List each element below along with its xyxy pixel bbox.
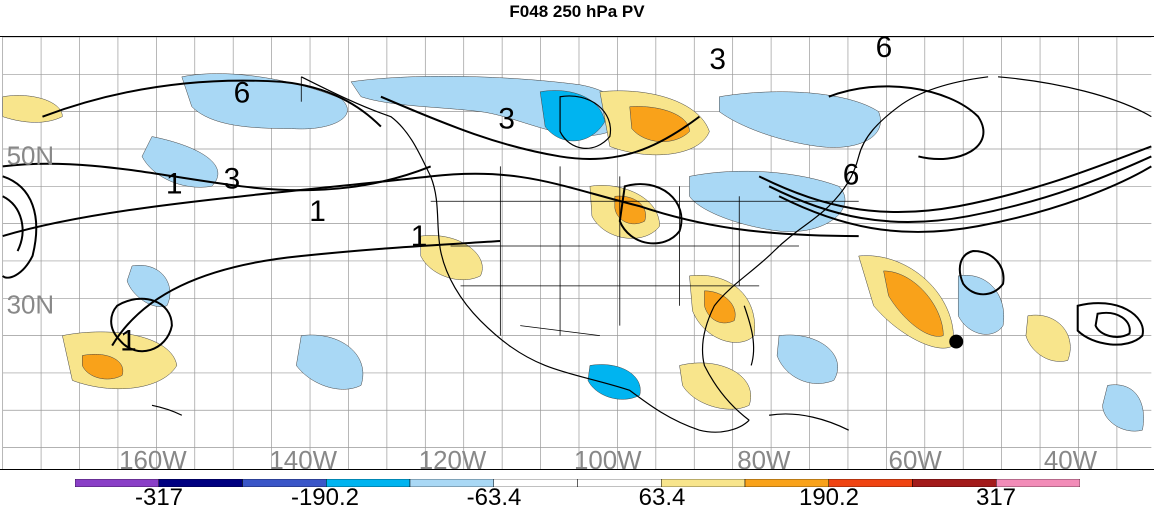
- contour-jet-east: [758, 145, 1152, 214]
- contour-label: 3: [224, 162, 241, 195]
- greenland-outline: [998, 76, 1152, 118]
- contour-east-atlantic: [1076, 302, 1144, 346]
- contour-1-south: [111, 240, 501, 347]
- contour-east-atlantic-inner: [1094, 311, 1131, 338]
- blue-region-atlantic: [957, 275, 1005, 335]
- blue-region-alaska: [181, 73, 348, 130]
- contour-label: 1: [166, 167, 183, 200]
- axis-labels: 50N 30N 160W 140W 120W 100W 80W 60W 40W: [7, 142, 1098, 470]
- contour-3-canada: [380, 95, 701, 160]
- contour-atlantic-circle: [958, 250, 1005, 296]
- contour-label: 1: [411, 220, 428, 253]
- florida-outline: [743, 305, 755, 366]
- contour-6-trough: [42, 79, 382, 128]
- colorbar-label: -317: [134, 484, 184, 511]
- contour-3-west: [2, 162, 432, 192]
- lon-label: 100W: [574, 447, 642, 470]
- contour-jet-east-2: [768, 155, 1152, 224]
- colorbar: [75, 479, 1080, 487]
- contour-greenland: [828, 85, 985, 161]
- colorbar-label: 317: [975, 484, 1017, 511]
- contour-plains-low: [618, 183, 683, 245]
- colorbar-label: -190.2: [290, 484, 360, 511]
- lon-label: 80W: [737, 447, 791, 470]
- contour-jet-east-3: [778, 165, 1152, 233]
- storm-center-marker: [949, 334, 964, 349]
- lon-label: 40W: [1044, 447, 1098, 470]
- colorbar-label: -63.4: [466, 484, 522, 511]
- contour-1-loop: [110, 297, 173, 353]
- pv-contours: [1, 79, 1152, 353]
- blue-region-canada-east: [719, 91, 881, 148]
- lon-label: 60W: [889, 447, 943, 470]
- blue-region-hudson: [539, 90, 606, 142]
- orange-region-bc: [82, 354, 124, 380]
- orange-region-southeast: [704, 290, 736, 324]
- blue-region-mexico: [587, 364, 641, 400]
- lon-label: 120W: [419, 447, 487, 470]
- contour-label: 6: [234, 77, 251, 110]
- contour-label: 1: [120, 325, 137, 358]
- contour-west-lows: [1, 175, 38, 279]
- contour-label: 1: [309, 195, 326, 228]
- pv-map: 6 3 1 1 1 3 3 6 6 1 50N 30N 160W 140W 12…: [0, 36, 1154, 470]
- negative-anomaly-shading: [126, 73, 1144, 432]
- colorbar-label: 63.4: [638, 484, 686, 511]
- orange-region-atlantic: [883, 270, 944, 337]
- contour-label: 3: [498, 103, 515, 136]
- hudson-bay-outline: [559, 95, 612, 149]
- lon-label: 140W: [269, 447, 337, 470]
- colorbar-label: 190.2: [798, 484, 860, 511]
- blue-region-pacific-south: [126, 265, 171, 307]
- yellow-region-north-pacific: [2, 95, 63, 123]
- contour-label: 3: [709, 43, 726, 76]
- cuba-outline: [769, 413, 850, 431]
- yellow-region-caribbean: [679, 362, 751, 410]
- yellow-region-southwest: [420, 235, 483, 280]
- contour-label: 6: [876, 36, 893, 64]
- lon-label: 160W: [119, 447, 187, 470]
- contour-west-lows-2: [2, 195, 24, 252]
- north-america-coastline: [301, 76, 989, 433]
- chart-title: F048 250 hPa PV: [509, 2, 645, 21]
- blue-region-atlantic-mid: [776, 334, 838, 384]
- lat-label-50n: 50N: [7, 142, 54, 170]
- political-boundaries: [300, 76, 859, 337]
- colorbar-segment: [996, 479, 1080, 487]
- contour-1-west: [2, 172, 859, 238]
- coastlines: [151, 76, 1152, 433]
- yellow-region-east-atlantic: [1025, 314, 1071, 362]
- contour-label: 6: [843, 158, 860, 191]
- lat-label-30n: 30N: [7, 292, 54, 320]
- hawaii-outline: [151, 404, 183, 416]
- blue-region-east-atlantic: [1102, 384, 1144, 432]
- blue-region-pacific-mid: [296, 334, 363, 390]
- contour-labels: 6 3 1 1 1 3 3 6 6 1: [120, 36, 893, 358]
- positive-anomaly-shading: [2, 90, 1071, 410]
